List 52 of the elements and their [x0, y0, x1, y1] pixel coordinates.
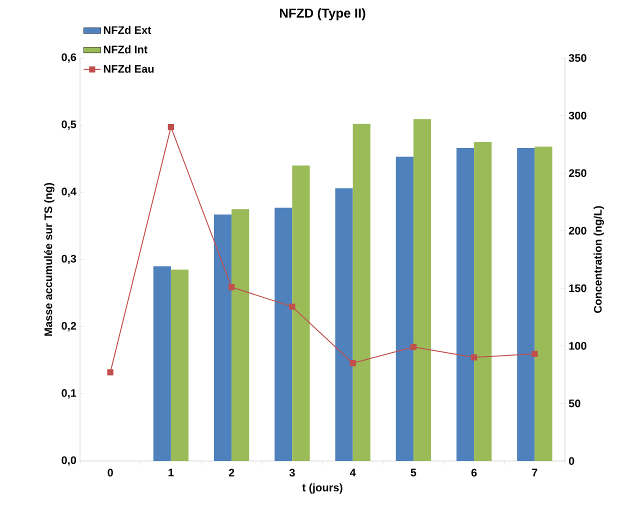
x-tick-label: 4: [350, 468, 356, 476]
x-tick-label: 0: [108, 468, 113, 477]
bar: [413, 119, 432, 461]
bar: [274, 208, 292, 461]
y-tick-label: 0,2: [62, 322, 76, 332]
x-tick-label: 3: [289, 468, 295, 477]
y2-tick-label: 300: [568, 112, 586, 120]
bar: [292, 165, 310, 461]
y2-tick-label: 100: [569, 342, 586, 350]
y2-tick-label: 350: [568, 54, 586, 62]
point: [532, 350, 538, 358]
x-tick-label: 1: [168, 468, 174, 476]
bar: [153, 266, 171, 461]
y-tick-label: 0,1: [62, 389, 76, 399]
x-tick-label: 7: [532, 468, 538, 476]
point: [410, 344, 417, 350]
point: [470, 354, 478, 360]
y2-tick-label: 0: [568, 457, 574, 465]
legend-label: NFZd Eau: [104, 64, 154, 73]
point: [228, 284, 235, 290]
y-axis-title: Masse accumulée sur TS (ng): [44, 183, 54, 336]
x-tick-label: 2: [228, 468, 234, 476]
point: [289, 304, 296, 310]
x-tick-label: 5: [410, 468, 416, 476]
y2-axis-title: Concentration (ng/L): [594, 206, 604, 313]
bar: [474, 142, 492, 461]
x-tick-label: 6: [471, 468, 477, 477]
y-tick-label: 0,6: [62, 53, 76, 63]
y-tick-label: 0,5: [62, 120, 76, 130]
legend-label: NFZd Int: [104, 45, 148, 54]
bar: [352, 124, 370, 461]
y2-tick-label: 200: [568, 226, 586, 235]
bar: [335, 188, 353, 461]
point: [107, 369, 114, 376]
bar: [232, 209, 250, 461]
y-tick-label: 0,4: [62, 188, 76, 198]
y2-tick-label: 250: [568, 169, 586, 178]
y-tick-label: 0,0: [62, 456, 76, 466]
bar: [396, 156, 414, 461]
bar: [517, 148, 535, 461]
chart-title: NFZD (Type II): [280, 8, 366, 20]
bar: [456, 148, 474, 461]
y2-tick-label: 50: [568, 400, 580, 408]
bar: [170, 270, 189, 461]
point: [350, 360, 356, 366]
x-axis-title: t (jours): [302, 483, 342, 494]
legend-label: NFZd Ext: [104, 26, 152, 34]
bar: [214, 214, 232, 461]
point: [168, 124, 174, 130]
y-tick-label: 0,3: [62, 254, 76, 264]
y2-tick-label: 150: [569, 284, 586, 292]
bar: [534, 146, 552, 461]
